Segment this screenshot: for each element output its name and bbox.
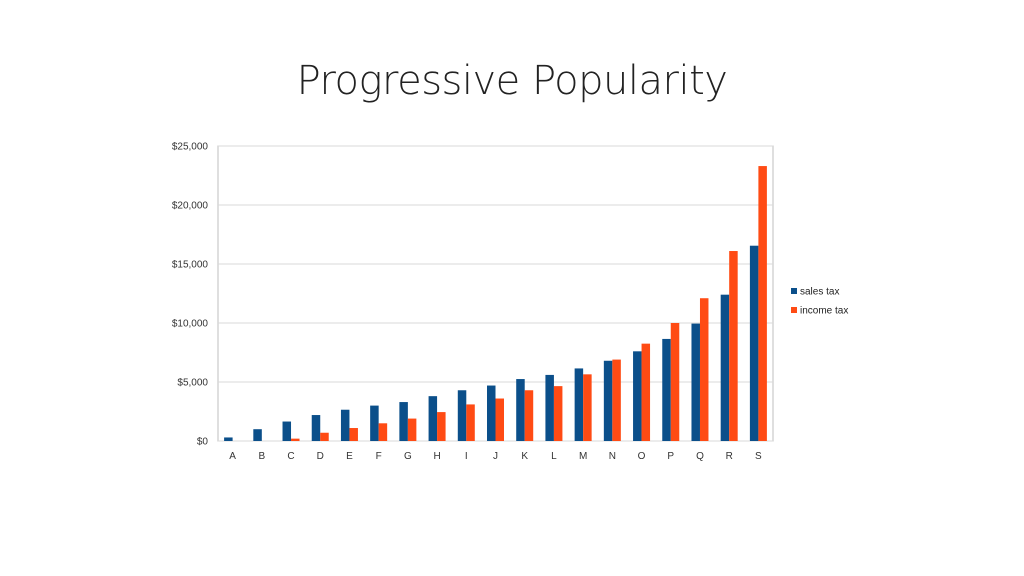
x-tick-label: L: [551, 451, 557, 462]
x-tick-label: D: [317, 451, 324, 462]
bar-income-tax-H: [437, 412, 446, 441]
x-tick-label: A: [229, 451, 236, 462]
bar-sales-tax-O: [633, 351, 642, 441]
x-tick-label: N: [609, 451, 616, 462]
x-tick-label: H: [433, 451, 440, 462]
y-tick-label: $20,000: [172, 201, 209, 212]
bar-sales-tax-H: [428, 396, 438, 441]
y-tick-label: $25,000: [172, 142, 209, 153]
x-tick-label: E: [346, 451, 353, 462]
x-tick-label: P: [667, 451, 674, 462]
bar-income-tax-J: [495, 398, 504, 441]
bar-income-tax-O: [641, 343, 651, 441]
bar-income-tax-R: [729, 251, 738, 441]
bar-income-tax-G: [407, 418, 417, 441]
bar-sales-tax-P: [662, 338, 671, 441]
x-tick-label: O: [638, 451, 646, 462]
legend-swatch-income-tax: [791, 307, 797, 313]
x-tick-label: R: [726, 451, 733, 462]
bar-income-tax-C: [291, 438, 300, 441]
y-tick-label: $5,000: [177, 378, 208, 389]
legend-swatch-sales-tax: [791, 288, 797, 294]
x-tick-label: J: [493, 451, 498, 462]
bar-income-tax-D: [320, 432, 329, 441]
bar-sales-tax-L: [545, 374, 554, 441]
bar-income-tax-E: [349, 428, 358, 441]
y-tick-label: $10,000: [172, 319, 209, 330]
x-tick-label: M: [579, 451, 587, 462]
x-tick-label: K: [521, 451, 528, 462]
bar-sales-tax-S: [749, 245, 759, 441]
bar-sales-tax-B: [253, 429, 262, 441]
bar-income-tax-Q: [699, 298, 709, 441]
x-tick-label: I: [465, 451, 468, 462]
y-tick-label: $15,000: [172, 260, 209, 271]
bar-sales-tax-D: [311, 415, 321, 441]
chart-title: Progressive Popularity: [296, 58, 728, 104]
y-tick-label: $0: [197, 437, 209, 448]
legend-label-income-tax: income tax: [800, 306, 848, 317]
bar-income-tax-N: [612, 359, 621, 441]
bar-sales-tax-A: [224, 437, 233, 441]
bar-sales-tax-E: [340, 409, 350, 441]
bar-sales-tax-Q: [691, 323, 700, 441]
bar-sales-tax-I: [457, 390, 467, 441]
x-tick-label: G: [404, 451, 412, 462]
bar-sales-tax-N: [603, 360, 613, 441]
bar-sales-tax-M: [574, 368, 584, 441]
bar-sales-tax-G: [399, 402, 408, 441]
bar-income-tax-K: [524, 390, 534, 441]
bar-sales-tax-K: [516, 379, 525, 441]
bar-sales-tax-J: [487, 385, 496, 441]
x-tick-label: S: [755, 451, 762, 462]
bar-income-tax-S: [758, 166, 767, 441]
bar-sales-tax-C: [282, 421, 292, 441]
bar-income-tax-F: [378, 423, 388, 441]
x-tick-label: F: [376, 451, 382, 462]
x-tick-label: C: [287, 451, 294, 462]
bar-income-tax-P: [670, 323, 680, 441]
bar-sales-tax-R: [720, 294, 730, 441]
x-tick-label: Q: [696, 451, 704, 462]
bar-income-tax-L: [553, 386, 563, 441]
bar-sales-tax-F: [370, 405, 379, 441]
bar-income-tax-I: [466, 404, 475, 441]
bar-income-tax-M: [583, 374, 592, 441]
legend-label-sales-tax: sales tax: [800, 287, 839, 298]
x-tick-label: B: [258, 451, 265, 462]
